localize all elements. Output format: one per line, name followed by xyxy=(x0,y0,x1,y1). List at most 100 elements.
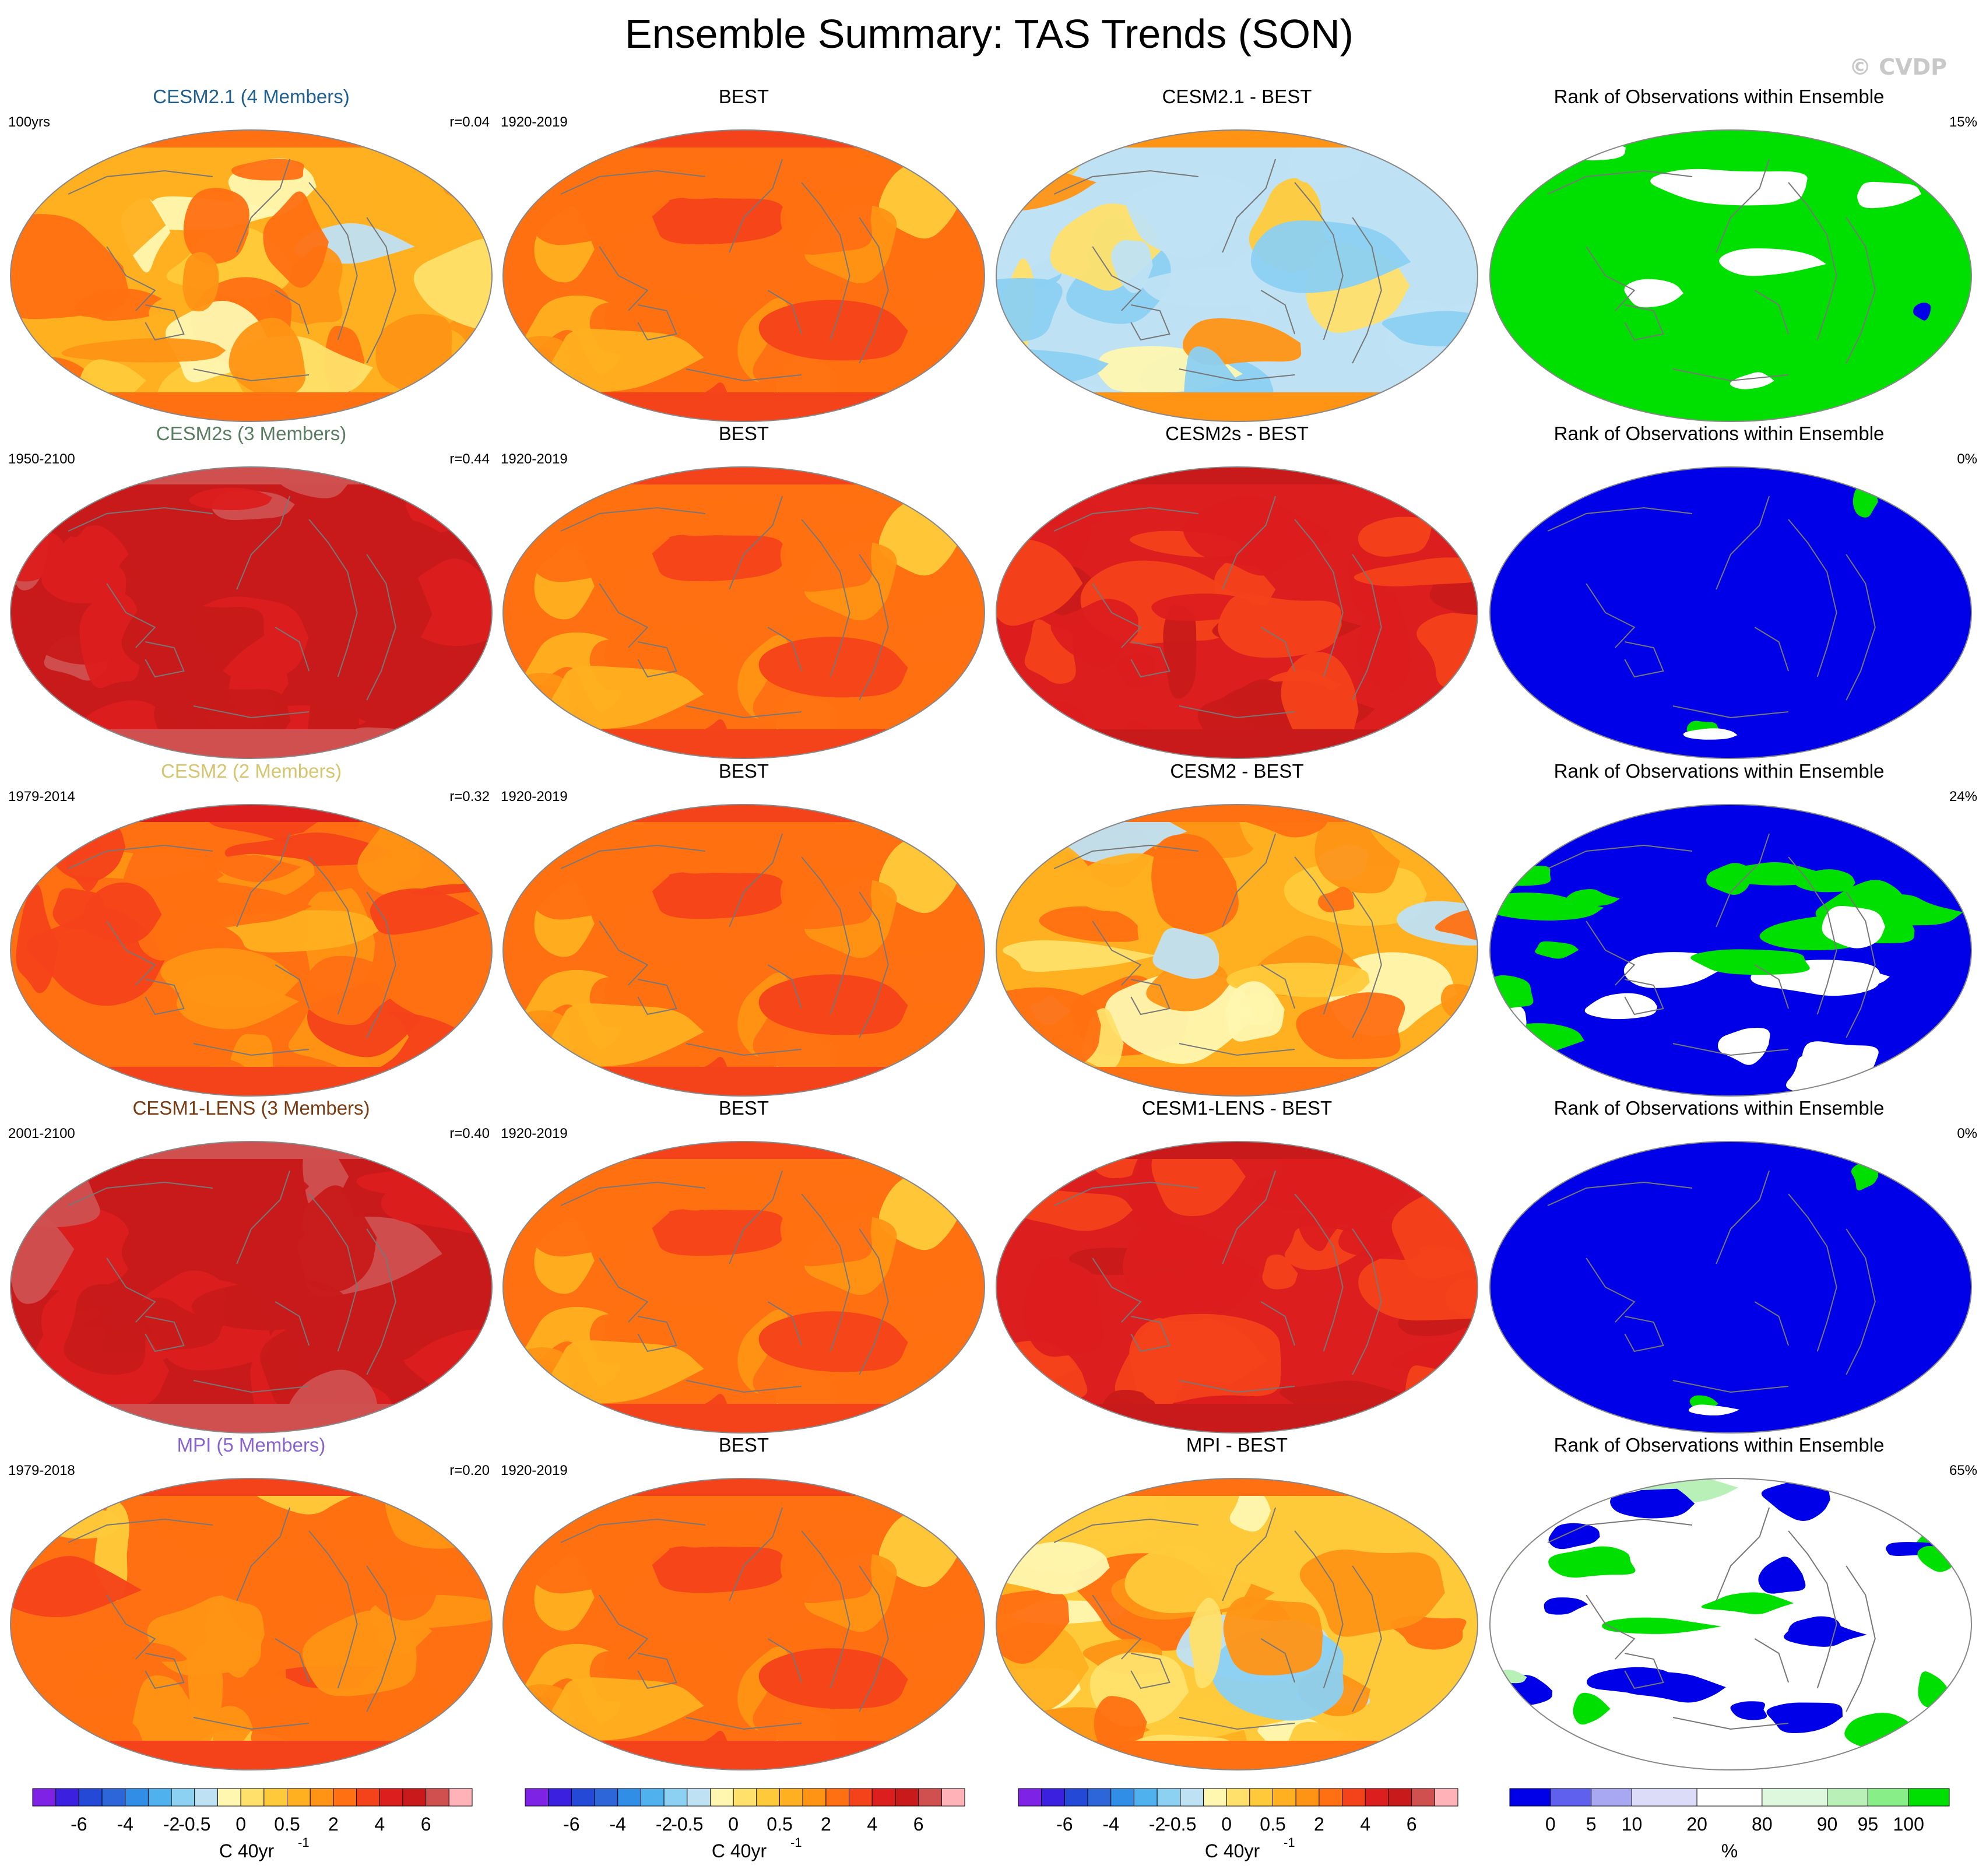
obs-period-label: 1920-2019 xyxy=(501,789,568,804)
colorbar-tick-label: 6 xyxy=(1407,1814,1417,1835)
colorbar-swatch xyxy=(1696,1788,1763,1807)
colorbar-swatch xyxy=(709,1788,734,1807)
trend-map xyxy=(996,130,1478,421)
colorbar-tick-label: -4 xyxy=(610,1814,626,1835)
colorbar-swatch xyxy=(287,1788,311,1807)
rank-map xyxy=(1490,804,1971,1096)
pattern-correlation: r=0.20 xyxy=(449,1463,490,1478)
colorbar-tick-label: 0.5 xyxy=(767,1814,792,1835)
colorbar-swatch xyxy=(1041,1788,1065,1807)
map-outline xyxy=(10,804,493,1097)
colorbar-row: -6 -4 -2-0.5 0 0.5 2 4 6C 40yr -1-6 -4 -2-0.5 0 0.5 2… xyxy=(32,1788,1950,1861)
pattern-correlation: r=0.44 xyxy=(449,451,490,467)
colorbar-swatch xyxy=(825,1788,850,1807)
trend-map xyxy=(503,1141,985,1433)
obs-title: BEST xyxy=(719,760,769,782)
trend-map xyxy=(503,1478,985,1770)
colorbar-tick-label: 0.5 xyxy=(274,1814,300,1835)
colorbar-swatch xyxy=(548,1788,572,1807)
trend-map xyxy=(10,804,492,1096)
colorbar-swatch xyxy=(101,1788,126,1807)
colorbar-tick-label: 0 xyxy=(728,1814,739,1835)
ensemble-title: CESM2s (3 Members) xyxy=(156,423,346,444)
period-label: 1950-2100 xyxy=(8,451,75,467)
colorbar-swatch xyxy=(1365,1788,1389,1807)
colorbar-swatch xyxy=(1411,1788,1435,1807)
colorbar-swatch xyxy=(1827,1788,1868,1807)
rank-title: Rank of Observations within Ensemble xyxy=(1554,423,1885,444)
watermark: © CVDP xyxy=(1849,54,1947,80)
colorbar-swatch xyxy=(1342,1788,1366,1807)
map-outline xyxy=(502,129,985,422)
colorbar-swatch xyxy=(379,1788,403,1807)
colorbar-swatch xyxy=(1180,1788,1204,1807)
map-outline xyxy=(502,1478,985,1770)
colorbar-swatch xyxy=(1762,1788,1828,1807)
colorbar-swatch xyxy=(617,1788,641,1807)
colorbar-swatch xyxy=(663,1788,688,1807)
period-label: 2001-2100 xyxy=(8,1126,75,1141)
colorbar-tick-label: 0 xyxy=(1221,1814,1232,1835)
colorbar-swatch xyxy=(78,1788,103,1807)
colorbar-unit: % xyxy=(1721,1840,1738,1861)
map-outline xyxy=(1489,1478,1972,1770)
colorbar-swatch xyxy=(1087,1788,1112,1807)
colorbar-swatch xyxy=(1110,1788,1134,1807)
diff-title: CESM2s - BEST xyxy=(1165,423,1309,444)
colorbar-swatch xyxy=(1249,1788,1274,1807)
colorbar-tick-label: 20 xyxy=(1686,1814,1707,1835)
period-label: 1979-2018 xyxy=(8,1463,75,1478)
period-label: 1979-2014 xyxy=(8,789,75,804)
colorbar-tick-label: 6 xyxy=(913,1814,924,1835)
colorbar-swatch xyxy=(1018,1788,1042,1807)
trend-map xyxy=(996,804,1478,1096)
rank-title: Rank of Observations within Ensemble xyxy=(1554,86,1885,107)
colorbar-unit-exponent: -1 xyxy=(790,1835,802,1850)
colorbar-swatch xyxy=(1295,1788,1320,1807)
trend-map xyxy=(10,1478,492,1770)
rank-title: Rank of Observations within Ensemble xyxy=(1554,760,1885,782)
colorbar-swatch xyxy=(402,1788,427,1807)
colorbar-swatch xyxy=(333,1788,357,1807)
rank-percent: 0% xyxy=(1957,1126,1977,1141)
pattern-correlation: r=0.32 xyxy=(449,789,490,804)
colorbar-swatch xyxy=(1631,1788,1697,1807)
colorbar-tick-label: 0 xyxy=(235,1814,246,1835)
figure-title: Ensemble Summary: TAS Trends (SON) xyxy=(625,11,1354,57)
colorbar-swatch xyxy=(1273,1788,1296,1807)
trend-colorbar: -6 -4 -2-0.5 0 0.5 2 4 6 C 40yr -1 xyxy=(32,1788,473,1861)
colorbar-swatch xyxy=(1591,1788,1632,1807)
colorbar-tick-label: -0.5 xyxy=(671,1814,703,1835)
colorbar-tick-label: 5 xyxy=(1586,1814,1597,1835)
pattern-correlation: r=0.04 xyxy=(449,114,490,130)
colorbar-tick-label: 0 xyxy=(1545,1814,1556,1835)
map-outline xyxy=(502,466,985,759)
colorbar-tick-label: 2 xyxy=(821,1814,831,1835)
map-outline xyxy=(1489,466,1972,759)
map-outline xyxy=(10,129,493,422)
period-label: 100yrs xyxy=(8,114,50,130)
colorbar-swatch xyxy=(571,1788,595,1807)
map-outline xyxy=(10,1141,493,1434)
obs-title: BEST xyxy=(719,1434,769,1456)
colorbar-swatch xyxy=(125,1788,149,1807)
trend-map xyxy=(503,804,985,1096)
map-outline xyxy=(996,1141,1478,1434)
colorbar-tick-label: -2 xyxy=(656,1814,672,1835)
ensemble-title: CESM2.1 (4 Members) xyxy=(153,86,349,107)
colorbar-swatch xyxy=(733,1788,757,1807)
colorbar-swatch xyxy=(640,1788,665,1807)
colorbar-swatch xyxy=(594,1788,618,1807)
colorbar-swatch xyxy=(263,1788,288,1807)
colorbar-swatch xyxy=(756,1788,781,1807)
colorbar-swatch xyxy=(310,1788,334,1807)
obs-period-label: 1920-2019 xyxy=(501,451,568,467)
colorbar-swatch xyxy=(802,1788,827,1807)
colorbar-tick-label: -0.5 xyxy=(178,1814,210,1835)
colorbar-tick-label: 6 xyxy=(421,1814,431,1835)
colorbar-tick-label: 95 xyxy=(1858,1814,1879,1835)
map-outline xyxy=(996,1478,1478,1770)
ensemble-title: CESM1-LENS (3 Members) xyxy=(132,1097,370,1119)
colorbar-swatch xyxy=(871,1788,896,1807)
trend-map xyxy=(996,1141,1478,1433)
